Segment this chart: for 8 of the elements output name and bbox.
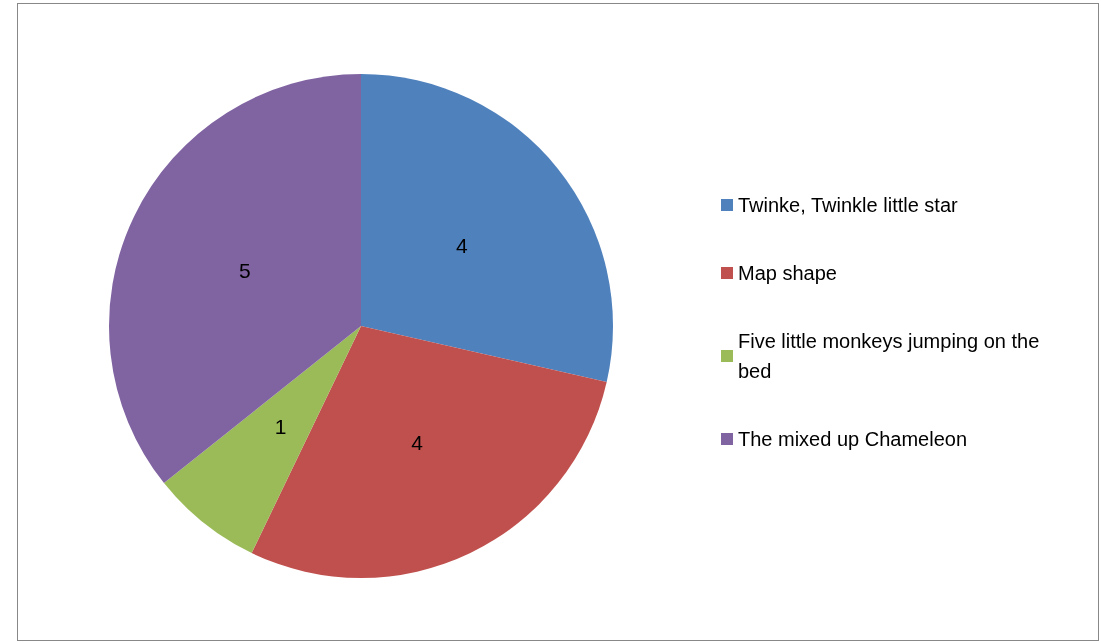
legend-label: Map shape [738, 262, 837, 284]
legend-label: Twinke, Twinkle little star [738, 194, 959, 216]
data-label: 4 [456, 234, 469, 258]
legend-label: Five little monkeys jumping on the bed [738, 330, 1045, 382]
data-label: 5 [238, 258, 251, 282]
legend-label: The mixed up Chameleon [738, 428, 968, 450]
data-label: 4 [411, 430, 424, 454]
data-label: 1 [274, 415, 287, 439]
